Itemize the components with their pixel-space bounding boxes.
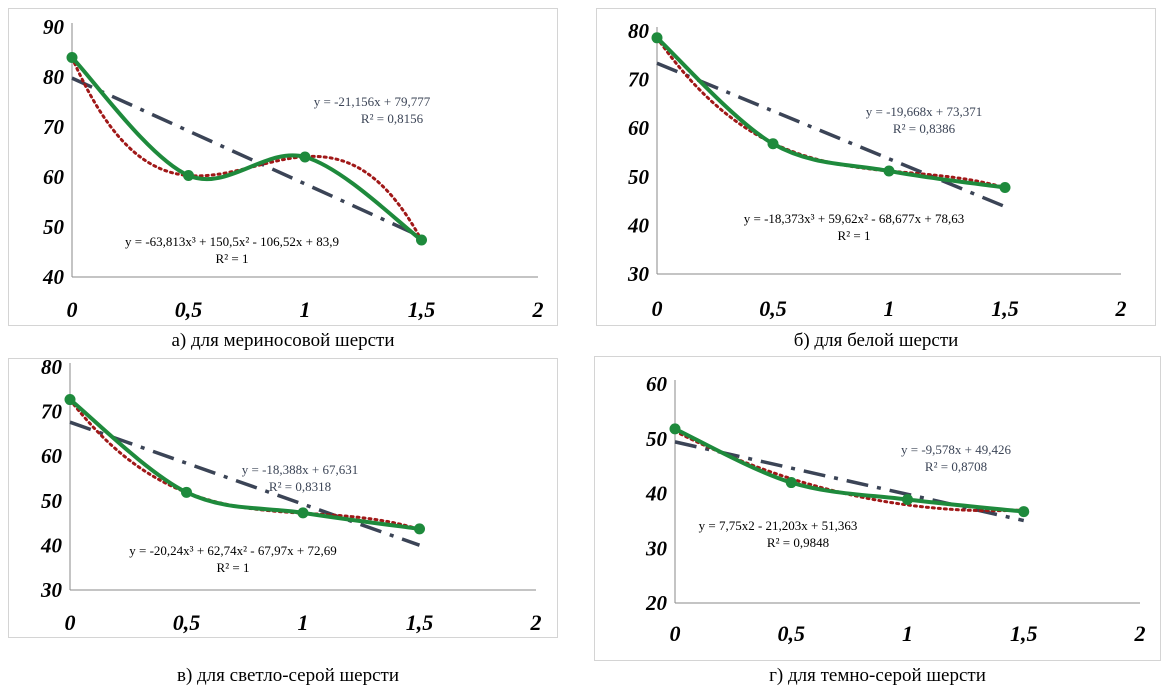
caption-b: б) для белой шерсти — [793, 330, 959, 351]
x-tick-label: 0 — [67, 297, 78, 322]
y-tick-label: 70 — [43, 115, 65, 139]
polynomial-r2-label: R² = 0,9848 — [767, 535, 829, 550]
linear-equation-label: y = -21,156x + 79,777 — [314, 94, 431, 109]
y-tick-label: 50 — [41, 489, 63, 513]
data-point — [1018, 506, 1030, 518]
linear-r2-label: R² = 0,8708 — [925, 459, 987, 474]
x-tick-label: 2 — [1115, 296, 1127, 321]
linear-equation-label: y = -9,578x + 49,426 — [901, 442, 1011, 457]
y-tick-label: 30 — [627, 262, 650, 286]
chart-frame-b — [596, 8, 1156, 326]
x-tick-label: 1,5 — [406, 610, 434, 635]
y-tick-label: 40 — [645, 482, 668, 506]
x-tick-label: 2 — [530, 610, 542, 635]
y-tick-label: 60 — [646, 372, 668, 396]
data-point — [297, 507, 309, 519]
linear-trendline — [656, 61, 1006, 209]
y-tick-label: 30 — [645, 536, 668, 560]
x-tick-label: 1 — [298, 610, 309, 635]
y-tick-label: 40 — [627, 213, 650, 237]
data-series-line — [674, 427, 1024, 514]
x-tick-label: 0,5 — [778, 621, 806, 646]
data-point — [883, 165, 895, 177]
polynomial-r2-label: R² = 1 — [216, 251, 249, 266]
linear-trendline — [71, 76, 423, 239]
y-tick-label: 50 — [628, 165, 650, 189]
chart-frame-a — [8, 8, 558, 326]
x-tick-label: 1 — [902, 621, 913, 646]
y-tick-label: 80 — [41, 355, 63, 379]
caption-a: а) для мериносовой шерсти — [171, 330, 395, 351]
y-tick-label: 60 — [43, 165, 65, 189]
y-tick-label: 60 — [628, 116, 650, 140]
y-tick-label: 40 — [42, 265, 65, 289]
linear-trendline — [69, 420, 421, 547]
x-tick-label: 0,5 — [759, 296, 787, 321]
y-tick-label: 50 — [646, 427, 668, 451]
data-point — [902, 494, 913, 506]
polynomial-r2-label: R² = 1 — [838, 228, 871, 243]
data-series-line — [68, 397, 420, 531]
x-tick-label: 0 — [670, 621, 681, 646]
x-tick-label: 2 — [1134, 621, 1146, 646]
polynomial-equation-label: y = -63,813x³ + 150,5x² - 106,52x + 83,9 — [125, 234, 339, 249]
data-point — [414, 523, 425, 535]
data-series-line — [70, 56, 423, 242]
chart-frame-d — [594, 356, 1161, 661]
x-tick-label: 1,5 — [991, 296, 1019, 321]
linear-equation-label: y = -19,668x + 73,371 — [866, 104, 983, 119]
caption-c: в) для светло-серой шерсти — [176, 665, 400, 686]
y-tick-label: 60 — [41, 444, 63, 468]
y-tick-label: 20 — [645, 591, 668, 615]
data-series-line — [655, 36, 1006, 190]
x-tick-label: 0 — [652, 296, 663, 321]
data-point — [64, 394, 76, 406]
data-point — [183, 170, 194, 181]
x-tick-label: 0,5 — [173, 610, 201, 635]
y-tick-label: 70 — [628, 68, 650, 92]
polynomial-r2-label: R² = 1 — [217, 560, 250, 575]
linear-r2-label: R² = 0,8156 — [361, 111, 424, 126]
y-tick-label: 70 — [41, 400, 63, 424]
polynomial-equation-label: y = 7,75x2 - 21,203x + 51,363 — [699, 518, 858, 533]
y-tick-label: 40 — [40, 533, 63, 557]
data-point — [651, 32, 663, 44]
y-tick-label: 80 — [628, 19, 650, 43]
x-tick-label: 2 — [532, 297, 544, 322]
y-tick-label: 30 — [40, 578, 63, 602]
x-tick-label: 1,5 — [1010, 621, 1038, 646]
data-point — [416, 234, 427, 246]
x-tick-label: 1 — [300, 297, 311, 322]
polynomial-equation-label: y = -18,373x³ + 59,62x² - 68,677x + 78,6… — [744, 211, 964, 226]
polynomial-equation-label: y = -20,24x³ + 62,74x² - 67,97x + 72,69 — [129, 543, 336, 558]
x-tick-label: 1 — [884, 296, 895, 321]
x-tick-label: 1,5 — [408, 297, 436, 322]
linear-r2-label: R² = 0,8318 — [269, 479, 331, 494]
data-point — [999, 181, 1011, 193]
x-tick-label: 0 — [65, 610, 76, 635]
data-point — [767, 138, 779, 150]
data-point — [181, 486, 192, 498]
caption-d: г) для темно-серой шерсти — [769, 665, 986, 686]
data-point — [66, 52, 78, 63]
data-point — [299, 151, 311, 163]
y-tick-label: 50 — [43, 215, 65, 239]
linear-r2-label: R² = 0,8386 — [893, 121, 956, 136]
x-tick-label: 0,5 — [175, 297, 203, 322]
polynomial-trendline — [655, 36, 1007, 190]
y-tick-label: 90 — [43, 15, 65, 39]
y-tick-label: 80 — [43, 65, 65, 89]
linear-equation-label: y = -18,388x + 67,631 — [242, 462, 359, 477]
data-point — [669, 423, 681, 435]
data-point — [785, 477, 797, 489]
